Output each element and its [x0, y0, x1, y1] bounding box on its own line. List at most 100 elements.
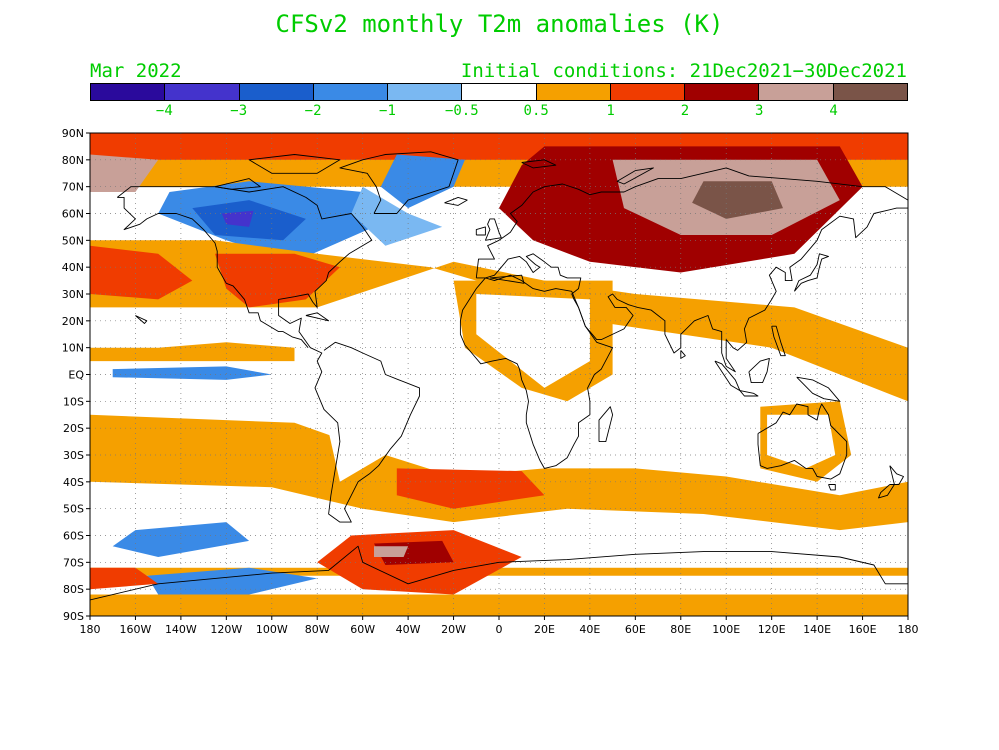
- coastline: [793, 253, 829, 292]
- colorbar-cell: [388, 84, 463, 100]
- lat-label: 80N: [62, 154, 84, 167]
- colorbar-cell: [462, 84, 537, 100]
- anomaly-region: [351, 186, 443, 246]
- lat-label: 40N: [62, 261, 84, 274]
- lon-label: 60W: [350, 623, 375, 636]
- coastline: [475, 226, 486, 236]
- coastline: [305, 312, 330, 322]
- coastline: [476, 207, 908, 373]
- colorbar-label: 2: [680, 103, 690, 119]
- colorbar-cell: [165, 84, 240, 100]
- coastline: [748, 357, 770, 384]
- lat-label: 10N: [62, 342, 84, 355]
- colorbar-label: 3: [755, 103, 764, 119]
- anomaly-region: [692, 181, 783, 219]
- coastline: [489, 274, 525, 284]
- coastline: [796, 376, 841, 402]
- anomaly-region: [221, 210, 254, 227]
- anomaly-region: [112, 366, 272, 380]
- colorbar-cell: [313, 84, 389, 100]
- coastline: [598, 406, 614, 443]
- anomaly-region: [317, 361, 420, 482]
- lat-label: 10S: [63, 395, 84, 408]
- lon-label: 140W: [165, 623, 197, 636]
- lon-label: 140E: [803, 623, 831, 636]
- lon-label: 180: [898, 623, 919, 636]
- colorbar-cell: [759, 84, 834, 100]
- colorbar: [90, 83, 908, 101]
- lon-label: 20W: [441, 623, 466, 636]
- colorbar-label: −4: [155, 103, 173, 119]
- lon-label: 20E: [534, 623, 555, 636]
- coastline: [90, 545, 908, 601]
- coastline: [878, 484, 895, 499]
- anomaly-region: [90, 594, 908, 616]
- coastline: [117, 186, 420, 523]
- lat-label: 50S: [63, 503, 84, 516]
- lat-label: 60N: [62, 208, 84, 221]
- anomaly-region: [90, 342, 295, 362]
- axis-ticks: 90N 80N 70N 60N 50N 40N 30N 20N 10N EQ 10S 20S 30S 40…: [62, 127, 919, 636]
- coastline: [757, 403, 848, 480]
- lat-label: 30S: [63, 449, 84, 462]
- colorbar-label: 1: [606, 103, 615, 119]
- colorbar-label: 4: [829, 103, 838, 119]
- lon-label: 160E: [849, 623, 877, 636]
- anomaly-region: [90, 567, 159, 590]
- anomaly-region: [90, 245, 193, 300]
- coastline: [339, 151, 459, 214]
- lat-label: 70N: [62, 181, 84, 194]
- colorbar-labels: −4 −3 −2 −1 −0.5 0.5 1 2 3 4: [90, 103, 908, 121]
- lon-label: 0: [496, 623, 503, 636]
- coastline: [521, 159, 557, 169]
- coastlines: [90, 151, 908, 601]
- anomaly-region: [146, 567, 318, 595]
- lon-label: 80E: [670, 623, 691, 636]
- colorbar-cell: [536, 84, 611, 100]
- lat-label: 20S: [63, 422, 84, 435]
- lat-label: 50N: [62, 234, 84, 247]
- anomaly-region: [476, 294, 590, 388]
- coastline: [680, 350, 686, 359]
- coastline: [828, 484, 836, 491]
- lon-label: 180: [80, 623, 101, 636]
- coastline: [248, 154, 341, 174]
- coastline: [475, 167, 908, 278]
- coastline: [889, 465, 904, 485]
- coastline: [616, 167, 654, 185]
- coastline: [117, 196, 309, 348]
- lat-label: 80S: [63, 583, 84, 596]
- anomaly-region: [374, 546, 409, 557]
- colorbar-cell: [833, 84, 907, 100]
- colorbar-label: −2: [304, 103, 322, 119]
- lat-label: 20N: [62, 315, 84, 328]
- anomaly-region: [215, 253, 340, 308]
- lat-label: EQ: [68, 369, 84, 382]
- lon-label: 100W: [256, 623, 288, 636]
- colorbar-label: −1: [379, 103, 396, 119]
- coastline: [135, 315, 148, 324]
- lat-label: 30N: [62, 288, 84, 301]
- lat-label: 70S: [63, 556, 84, 569]
- lon-label: 60E: [625, 623, 646, 636]
- colorbar-cell: [91, 84, 166, 100]
- lon-label: 120W: [210, 623, 242, 636]
- colorbar-label: −0.5: [444, 103, 479, 119]
- forecast-month: Mar 2022: [90, 60, 182, 82]
- anomaly-region: [90, 481, 908, 568]
- graticule: [90, 133, 908, 616]
- lat-label: 40S: [63, 476, 84, 489]
- lon-label: 80W: [305, 623, 330, 636]
- anomaly-region: [90, 154, 159, 192]
- lat-label: 90S: [63, 610, 84, 623]
- colorbar-label: −3: [230, 103, 248, 119]
- coastline: [484, 218, 502, 241]
- anomaly-region: [112, 522, 250, 557]
- lat-label: 60S: [63, 530, 84, 543]
- lon-label: 160W: [120, 623, 152, 636]
- anomaly-region: [767, 414, 836, 469]
- colorbar-label: 0.5: [523, 103, 549, 119]
- coastline: [444, 196, 468, 206]
- colorbar-cell: [610, 84, 686, 100]
